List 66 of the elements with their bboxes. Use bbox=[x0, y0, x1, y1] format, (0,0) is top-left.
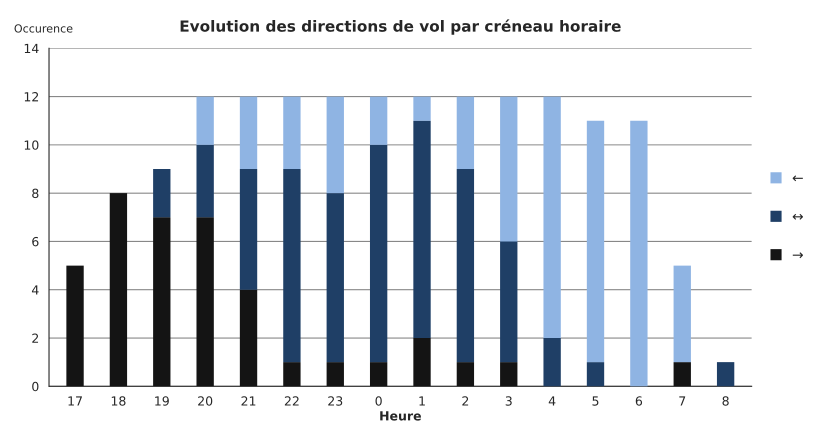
bar bbox=[456, 96, 474, 170]
bar bbox=[283, 96, 301, 170]
bar bbox=[413, 120, 431, 338]
bar bbox=[153, 169, 170, 218]
x-axis-title: Heure bbox=[380, 411, 421, 421]
bar bbox=[456, 169, 474, 362]
bar bbox=[500, 362, 518, 386]
y-tick-label: 6 bbox=[32, 236, 39, 246]
x-tick-label: 21 bbox=[241, 396, 256, 406]
bar bbox=[196, 96, 214, 145]
bar bbox=[543, 96, 561, 338]
bar bbox=[110, 193, 128, 386]
x-tick-label: 19 bbox=[155, 396, 169, 406]
x-tick-label: 2 bbox=[462, 396, 468, 406]
x-tick-label: 6 bbox=[636, 396, 642, 406]
x-tick-label: 0 bbox=[375, 396, 382, 406]
bar bbox=[674, 266, 691, 362]
x-tick-label: 7 bbox=[679, 396, 686, 406]
bar bbox=[196, 144, 214, 218]
bar bbox=[326, 362, 344, 386]
bar bbox=[283, 362, 301, 386]
bar bbox=[240, 290, 258, 386]
x-tick-label: 8 bbox=[722, 396, 729, 406]
bar bbox=[413, 338, 431, 386]
y-tick-label: 14 bbox=[24, 44, 39, 54]
x-tick-label: 4 bbox=[548, 396, 556, 406]
bar bbox=[153, 217, 170, 386]
y-tick-label: 0 bbox=[32, 382, 38, 392]
bar bbox=[500, 96, 518, 242]
x-tick-label: 22 bbox=[284, 396, 299, 406]
bar bbox=[456, 362, 474, 386]
chart-title: Evolution des directions de vol par créneau horaire bbox=[180, 19, 621, 35]
x-tick-label: 3 bbox=[506, 396, 512, 406]
bar bbox=[370, 144, 388, 362]
bar bbox=[586, 362, 604, 386]
bar bbox=[240, 169, 258, 290]
x-tick-label: 20 bbox=[198, 396, 212, 406]
x-tick-label: 23 bbox=[328, 396, 342, 406]
y-tick-label: 12 bbox=[24, 92, 38, 102]
bar bbox=[240, 96, 258, 170]
bar bbox=[543, 338, 561, 386]
legend-label: ← bbox=[792, 175, 803, 182]
y-tick-label: 2 bbox=[32, 334, 38, 343]
y-tick-label: 10 bbox=[24, 140, 38, 150]
bar bbox=[630, 120, 648, 386]
bar bbox=[283, 169, 301, 362]
bar bbox=[716, 362, 734, 386]
bar bbox=[370, 362, 388, 386]
bar bbox=[326, 96, 344, 194]
bar bbox=[66, 266, 84, 386]
bar bbox=[413, 96, 431, 121]
x-tick-label: 17 bbox=[68, 396, 82, 406]
bar bbox=[674, 362, 691, 386]
bar bbox=[586, 120, 604, 362]
x-tick-label: 18 bbox=[112, 396, 126, 406]
bar bbox=[196, 217, 214, 386]
y-tick-label: 4 bbox=[32, 285, 39, 294]
legend-label: ↔ bbox=[792, 214, 803, 220]
bar bbox=[370, 96, 388, 145]
y-tick-label: 8 bbox=[32, 188, 38, 198]
bar bbox=[326, 193, 344, 362]
y-axis-title: Occurence bbox=[14, 24, 72, 33]
legend-label: → bbox=[792, 252, 803, 258]
bar bbox=[500, 241, 518, 362]
x-tick-label: 5 bbox=[592, 396, 598, 406]
x-tick-label: 1 bbox=[419, 396, 425, 406]
